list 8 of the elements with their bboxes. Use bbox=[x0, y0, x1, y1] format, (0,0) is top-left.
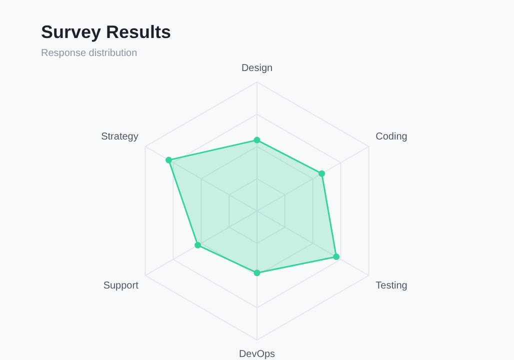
chart-title: Survey Results bbox=[41, 22, 172, 43]
spoke-label: Strategy bbox=[101, 131, 138, 142]
spoke-label: Design bbox=[241, 62, 273, 74]
chart-subtitle: Response distribution bbox=[41, 48, 138, 59]
spoke-label: Support bbox=[103, 280, 139, 292]
spoke-label: Coding bbox=[376, 131, 408, 142]
spoke-label: DevOps bbox=[238, 348, 276, 360]
spoke-label: Testing bbox=[376, 280, 408, 292]
